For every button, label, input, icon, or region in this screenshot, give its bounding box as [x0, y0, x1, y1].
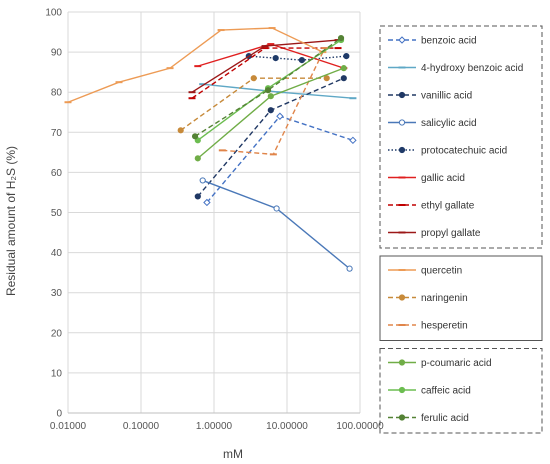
legend-marker: [398, 359, 406, 366]
data-point: [340, 65, 347, 72]
legend-label: 4-hydroxy benzoic acid: [421, 63, 523, 74]
legend-group-box: [379, 25, 543, 249]
series-line: [248, 55, 347, 61]
y-tick-label: 90: [51, 48, 63, 59]
legend-item: salicylic acid: [388, 118, 477, 129]
legend-label: gallic acid: [421, 173, 465, 184]
series-salicylic-acid: [199, 177, 353, 272]
series-vanillic-acid: [194, 75, 347, 200]
data-point: [337, 34, 345, 42]
legend-label: vanillic acid: [421, 91, 472, 102]
data-point: [267, 107, 274, 114]
legend-item: protocatechuic acid: [388, 146, 507, 157]
x-tick-label: 100.00000: [336, 421, 384, 432]
legend-item: ethyl gallate: [388, 201, 475, 212]
legend-label: salicylic acid: [421, 118, 477, 129]
series-p-coumaric-acid: [194, 65, 347, 162]
data-point: [199, 177, 206, 184]
x-tick-label: 10.00000: [266, 421, 308, 432]
data-point: [272, 55, 279, 62]
legend-marker: [398, 386, 406, 394]
legend-item: quercetin: [388, 266, 462, 277]
data-point: [273, 205, 280, 212]
legend-item: gallic acid: [388, 173, 465, 184]
y-axis-title: Residual amount of H₂S (%): [4, 146, 18, 296]
y-tick-label: 40: [51, 248, 63, 259]
legend-label: naringenin: [421, 293, 468, 304]
legend-marker: [398, 414, 406, 421]
legend-item: hesperetin: [388, 321, 468, 332]
legend-marker: [398, 91, 406, 99]
y-tick-label: 30: [51, 288, 63, 299]
series-protocatechuic-acid: [245, 53, 350, 64]
series-line: [202, 83, 353, 99]
data-point: [191, 133, 199, 140]
series-line: [67, 27, 324, 103]
legend-group-box: [379, 348, 543, 434]
series-benzoic-acid: [203, 112, 357, 207]
grid: [67, 11, 361, 414]
series-4-hydroxy-benzoic-acid: [199, 83, 357, 100]
x-tick-label: 0.10000: [123, 421, 160, 432]
legend-item: caffeic acid: [388, 386, 471, 397]
legend-item: propyl gallate: [388, 228, 481, 239]
legend-item: naringenin: [388, 293, 468, 304]
legend-label: caffeic acid: [421, 386, 471, 397]
series-line: [194, 37, 342, 137]
legend-item: ferulic acid: [388, 413, 469, 424]
axes: 0 10 20 30 40 50 60 70 80 90 100 0.01000 0.10000 1.00…: [45, 8, 384, 433]
y-tick-label: 10: [51, 368, 63, 379]
legend-label: benzoic acid: [421, 36, 477, 47]
y-tick-label: 60: [51, 168, 63, 179]
legend-label: quercetin: [421, 266, 462, 277]
legend-marker: [398, 36, 406, 44]
x-tick-label: 1.00000: [196, 421, 233, 432]
y-tick-label: 50: [51, 208, 63, 219]
data-point: [264, 87, 272, 94]
legend-label: ferulic acid: [421, 413, 469, 424]
data-point: [194, 155, 201, 162]
x-axis-title: mM: [223, 447, 243, 461]
data-point: [343, 53, 350, 60]
series-line: [202, 179, 351, 270]
x-tick-label: 0.01000: [50, 421, 87, 432]
series-naringenin: [177, 75, 330, 134]
legend-marker: [398, 146, 406, 154]
data-point: [346, 265, 353, 272]
data-point: [349, 136, 357, 145]
legend-label: propyl gallate: [421, 228, 481, 239]
y-tick-label: 0: [56, 409, 62, 420]
y-tick-label: 70: [51, 128, 63, 139]
data-point: [177, 127, 184, 134]
series-ferulic-acid: [191, 34, 345, 140]
legend-item: p-coumaric acid: [388, 358, 492, 369]
data-point: [340, 75, 347, 82]
data-point: [203, 198, 211, 207]
legend-item: vanillic acid: [388, 91, 472, 102]
legend-item: 4-hydroxy benzoic acid: [388, 63, 523, 74]
data-point: [323, 75, 330, 82]
y-tick-label: 80: [51, 88, 63, 99]
data-point: [250, 75, 257, 82]
legend-label: p-coumaric acid: [421, 358, 492, 369]
legend-group-box: [379, 255, 543, 341]
legend-label: ethyl gallate: [421, 201, 475, 212]
legend-label: hesperetin: [421, 321, 468, 332]
legend: benzoic acid 4-hydroxy benzoic acid vanill…: [379, 25, 543, 434]
legend-item: benzoic acid: [388, 36, 477, 47]
legend-marker: [398, 119, 406, 126]
legend-marker: [398, 294, 406, 301]
data-point: [298, 57, 306, 64]
data-point: [194, 193, 201, 200]
y-tick-label: 20: [51, 328, 63, 339]
y-tick-label: 100: [45, 8, 62, 19]
data-point: [267, 93, 274, 100]
plot-area: [64, 27, 357, 272]
data-point: [276, 112, 284, 120]
series-hesperetin: [218, 47, 329, 156]
legend-label: protocatechuic acid: [421, 146, 507, 157]
